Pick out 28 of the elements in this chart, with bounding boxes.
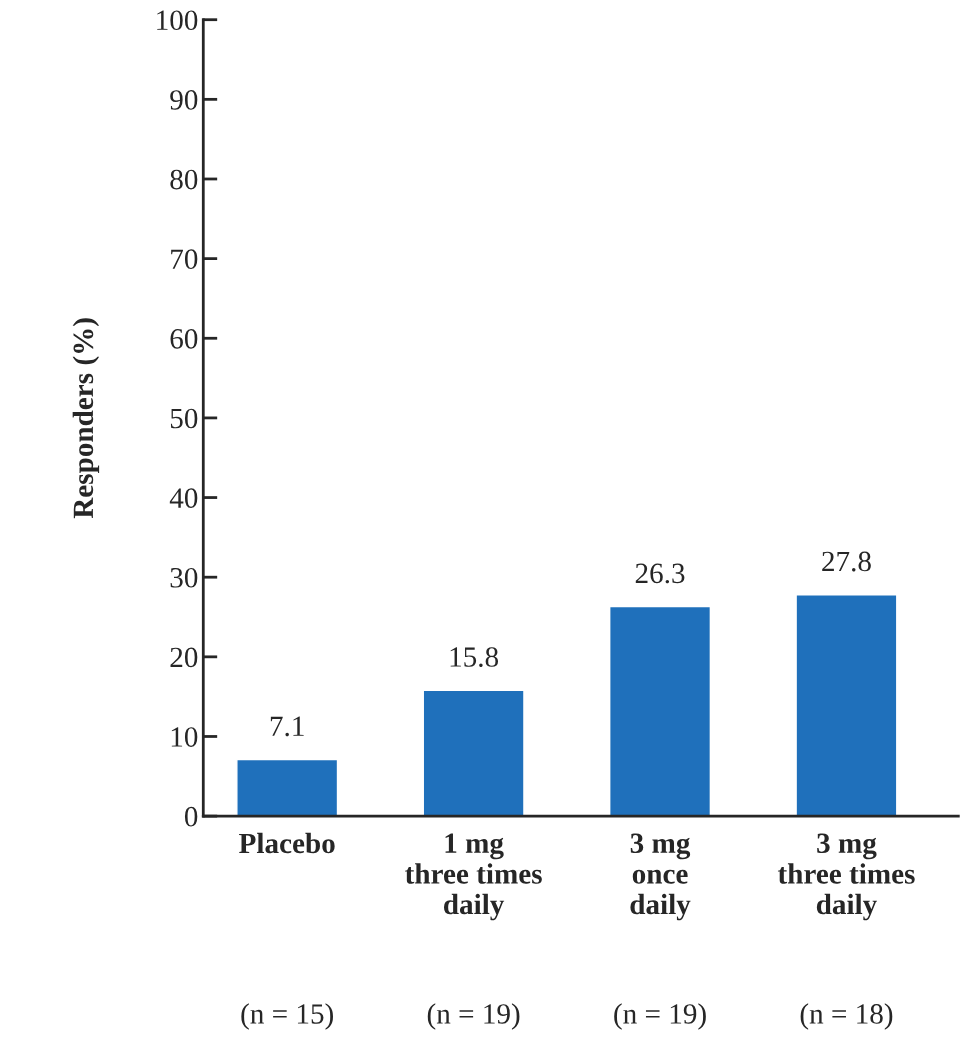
bar [236, 758, 339, 817]
text: (n = 19) [614, 1003, 706, 1030]
text: (n = 18) [800, 1003, 893, 1030]
bar [609, 605, 712, 817]
y-tick-label: 70 [171, 249, 198, 270]
text: (n = 19) [427, 1003, 520, 1030]
y-tick-label: 80 [170, 169, 198, 190]
x-tick-label: 3 mg once daily [630, 833, 691, 921]
y-tick-label: 90 [170, 90, 198, 110]
x-tick-label: Placebo [239, 832, 335, 854]
data-label: 26.3 [635, 563, 685, 584]
y-tick-label: 30 [170, 567, 198, 588]
y-tick-label: 20 [170, 647, 198, 668]
data-label: 7.1 [270, 716, 304, 737]
y-tick-label: 10 [171, 727, 198, 747]
data-label: 15.8 [450, 647, 499, 667]
text: (n = 15) [241, 1003, 333, 1030]
data-label: 27.8 [822, 551, 871, 572]
y-tick-label: 50 [170, 408, 198, 429]
y-axis-title: Responders (%) [72, 318, 100, 519]
bar [422, 689, 525, 817]
y-tick-label: 60 [170, 328, 198, 349]
y-tick-label: 40 [169, 488, 198, 508]
x-tick-label: 1 mg three times daily [405, 833, 542, 921]
x-tick-label: 3 mg three times daily [777, 833, 915, 921]
y-tick-label: 100 [157, 10, 198, 31]
bar [795, 594, 898, 817]
y-tick-label: 0 [184, 806, 198, 827]
